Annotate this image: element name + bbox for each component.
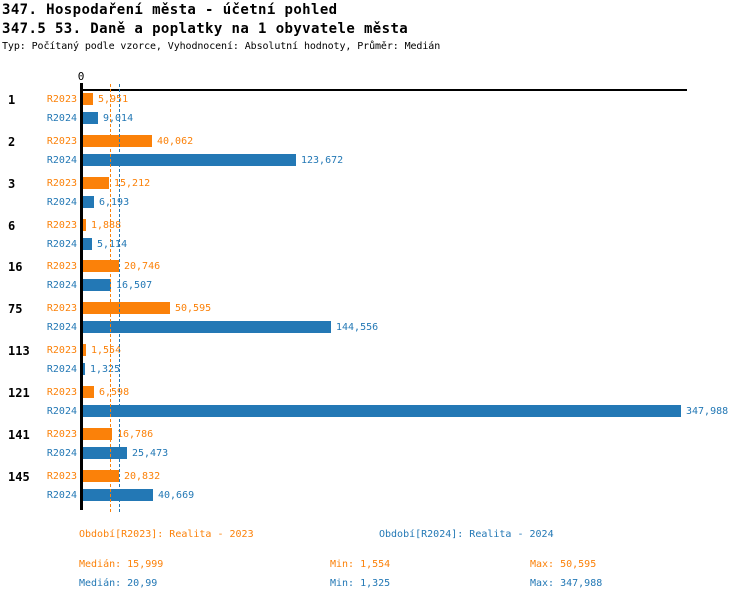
stat-max-r2024: Max: 347,988 (530, 578, 603, 589)
series-label-r2023: R2023 (46, 303, 77, 314)
bar-value-label: 347,988 (686, 406, 729, 417)
median-line-r2024 (119, 84, 120, 512)
series-label-r2023: R2023 (46, 94, 77, 105)
series-label-r2024: R2024 (46, 113, 77, 124)
series-label-r2024: R2024 (46, 448, 77, 459)
bar-r2023 (83, 219, 86, 231)
bar-value-label: 5,114 (97, 239, 128, 250)
bar-value-label: 123,672 (301, 155, 344, 166)
bar-r2024 (83, 321, 331, 333)
y-axis-line (80, 83, 83, 510)
series-label-r2024: R2024 (46, 197, 77, 208)
series-label-r2023: R2023 (46, 178, 77, 189)
bar-r2023 (83, 470, 119, 482)
stat-median-r2024: Medián: 20,99 (79, 578, 158, 589)
series-label-r2023: R2023 (46, 471, 77, 482)
bar-r2024 (83, 405, 681, 417)
x-axis-zero-tick-label: 0 (77, 70, 85, 83)
bar-r2023 (83, 386, 94, 398)
bar-r2024 (83, 489, 153, 501)
bar-r2024 (83, 279, 111, 291)
series-label-r2023: R2023 (46, 345, 77, 356)
series-label-r2024: R2024 (46, 239, 77, 250)
category-label: 121 (8, 386, 30, 400)
bar-r2023 (83, 428, 112, 440)
bar-value-label: 1,888 (91, 220, 122, 231)
x-axis-line (80, 89, 687, 91)
category-label: 141 (8, 428, 30, 442)
bar-value-label: 20,746 (124, 261, 161, 272)
bar-value-label: 1,325 (90, 364, 121, 375)
stat-min-r2023: Min: 1,554 (330, 559, 391, 570)
bar-r2023 (83, 260, 119, 272)
bar-r2023 (83, 93, 93, 105)
bar-r2024 (83, 238, 92, 250)
category-label: 1 (8, 93, 16, 107)
stat-max-r2023: Max: 50,595 (530, 559, 597, 570)
bar-value-label: 144,556 (336, 322, 379, 333)
bar-value-label: 16,507 (116, 280, 153, 291)
category-label: 6 (8, 219, 16, 233)
bar-value-label: 50,595 (175, 303, 212, 314)
series-label-r2024: R2024 (46, 364, 77, 375)
series-label-r2023: R2023 (46, 261, 77, 272)
series-label-r2024: R2024 (46, 280, 77, 291)
bar-value-label: 5,951 (98, 94, 129, 105)
bar-r2024 (83, 196, 94, 208)
chart-meta-info: Typ: Počítaný podle vzorce, Vyhodnocení:… (2, 41, 441, 52)
category-label: 2 (8, 135, 16, 149)
legend-item-r2024: Období[R2024]: Realita - 2024 (379, 529, 554, 540)
series-label-r2023: R2023 (46, 220, 77, 231)
series-label-r2024: R2024 (46, 490, 77, 501)
series-label-r2024: R2024 (46, 406, 77, 417)
chart-subtitle: 347.5 53. Daně a poplatky na 1 obyvatele… (2, 21, 409, 37)
page-title: 347. Hospodaření města - účetní pohled (2, 2, 338, 18)
category-label: 16 (8, 260, 23, 274)
median-line-r2023 (110, 84, 111, 512)
bar-r2024 (83, 154, 296, 166)
bar-r2023 (83, 302, 170, 314)
bar-value-label: 6,598 (99, 387, 130, 398)
bar-r2024 (83, 363, 85, 375)
series-label-r2023: R2023 (46, 429, 77, 440)
bar-value-label: 40,669 (158, 490, 195, 501)
bar-value-label: 6,193 (99, 197, 130, 208)
stat-median-r2023: Medián: 15,999 (79, 559, 164, 570)
bar-value-label: 15,212 (114, 178, 151, 189)
stat-min-r2024: Min: 1,325 (330, 578, 391, 589)
bar-r2023 (83, 344, 86, 356)
series-label-r2024: R2024 (46, 322, 77, 333)
bar-value-label: 20,832 (124, 471, 161, 482)
series-label-r2023: R2023 (46, 136, 77, 147)
bar-value-label: 40,062 (157, 136, 194, 147)
bar-r2023 (83, 135, 152, 147)
category-label: 113 (8, 344, 30, 358)
bar-value-label: 16,786 (117, 429, 154, 440)
bar-value-label: 1,554 (91, 345, 122, 356)
bar-r2023 (83, 177, 109, 189)
bar-r2024 (83, 447, 127, 459)
category-label: 3 (8, 177, 16, 191)
bar-value-label: 9,014 (103, 113, 134, 124)
category-label: 75 (8, 302, 23, 316)
category-label: 145 (8, 470, 30, 484)
bar-value-label: 25,473 (132, 448, 169, 459)
series-label-r2024: R2024 (46, 155, 77, 166)
legend-item-r2023: Období[R2023]: Realita - 2023 (79, 529, 254, 540)
bar-r2024 (83, 112, 98, 124)
series-label-r2023: R2023 (46, 387, 77, 398)
